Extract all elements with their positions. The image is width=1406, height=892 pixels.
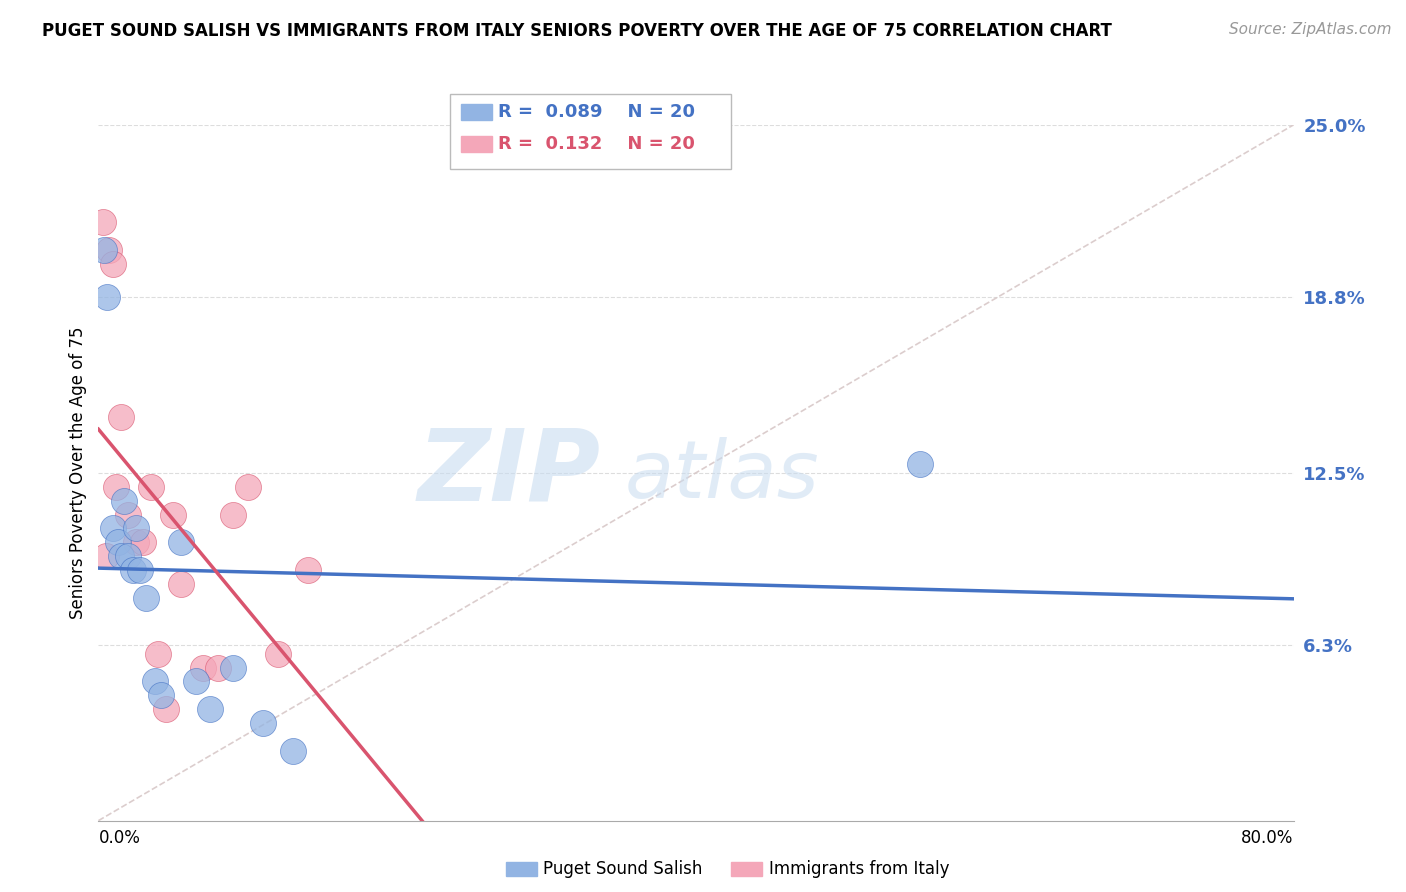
- Point: [222, 660, 245, 674]
- Point: [121, 563, 143, 577]
- Point: [236, 480, 259, 494]
- Point: [110, 549, 132, 564]
- Point: [150, 689, 173, 703]
- Point: [267, 647, 290, 661]
- Text: 0.0%: 0.0%: [98, 829, 141, 847]
- Text: atlas: atlas: [624, 437, 820, 516]
- Point: [117, 549, 139, 564]
- Y-axis label: Seniors Poverty Over the Age of 75: Seniors Poverty Over the Age of 75: [69, 326, 87, 619]
- Point: [252, 716, 274, 731]
- Point: [148, 647, 170, 661]
- Point: [93, 243, 115, 257]
- Point: [107, 535, 129, 549]
- Text: R =  0.132    N = 20: R = 0.132 N = 20: [498, 135, 695, 153]
- Point: [105, 480, 128, 494]
- Text: 80.0%: 80.0%: [1241, 829, 1294, 847]
- Point: [125, 535, 148, 549]
- Point: [155, 702, 177, 716]
- Point: [139, 480, 162, 494]
- Point: [110, 410, 132, 425]
- Point: [97, 243, 120, 257]
- Point: [129, 563, 152, 577]
- Point: [103, 257, 125, 271]
- Point: [125, 521, 148, 535]
- Point: [222, 508, 245, 522]
- Point: [191, 660, 214, 674]
- Point: [169, 535, 191, 549]
- Point: [143, 674, 166, 689]
- Text: R =  0.089    N = 20: R = 0.089 N = 20: [498, 103, 695, 121]
- Point: [162, 508, 184, 522]
- Point: [184, 674, 207, 689]
- Point: [297, 563, 319, 577]
- Text: ZIP: ZIP: [418, 425, 600, 521]
- Point: [103, 521, 125, 535]
- Point: [281, 744, 304, 758]
- Point: [908, 458, 931, 472]
- Text: Source: ZipAtlas.com: Source: ZipAtlas.com: [1229, 22, 1392, 37]
- Point: [135, 591, 157, 605]
- Point: [96, 290, 118, 304]
- Point: [169, 577, 191, 591]
- Point: [112, 493, 135, 508]
- Text: Immigrants from Italy: Immigrants from Italy: [769, 860, 949, 878]
- Point: [200, 702, 222, 716]
- Point: [94, 549, 117, 564]
- Point: [207, 660, 229, 674]
- Point: [117, 508, 139, 522]
- Text: PUGET SOUND SALISH VS IMMIGRANTS FROM ITALY SENIORS POVERTY OVER THE AGE OF 75 C: PUGET SOUND SALISH VS IMMIGRANTS FROM IT…: [42, 22, 1112, 40]
- Point: [132, 535, 155, 549]
- Point: [91, 215, 114, 229]
- Text: Puget Sound Salish: Puget Sound Salish: [543, 860, 702, 878]
